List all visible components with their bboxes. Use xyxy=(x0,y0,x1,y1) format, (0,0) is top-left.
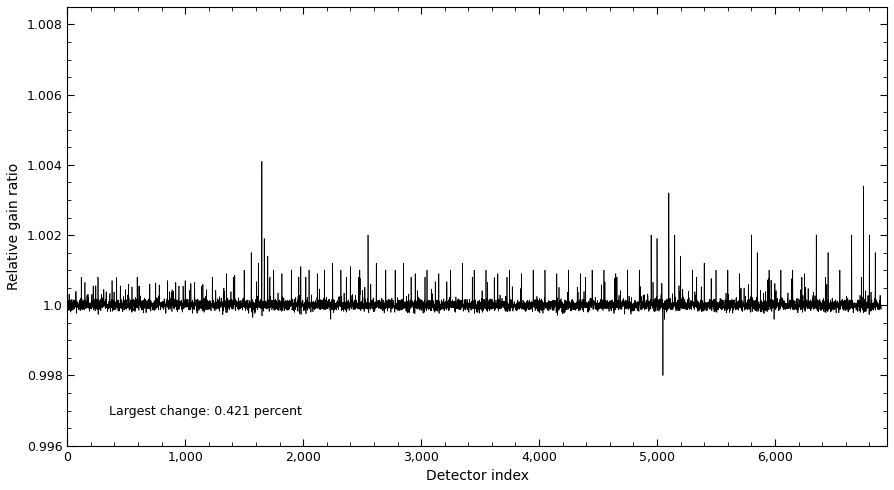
X-axis label: Detector index: Detector index xyxy=(426,469,528,483)
Text: Largest change: 0.421 percent: Largest change: 0.421 percent xyxy=(108,405,301,417)
Y-axis label: Relative gain ratio: Relative gain ratio xyxy=(7,163,21,290)
